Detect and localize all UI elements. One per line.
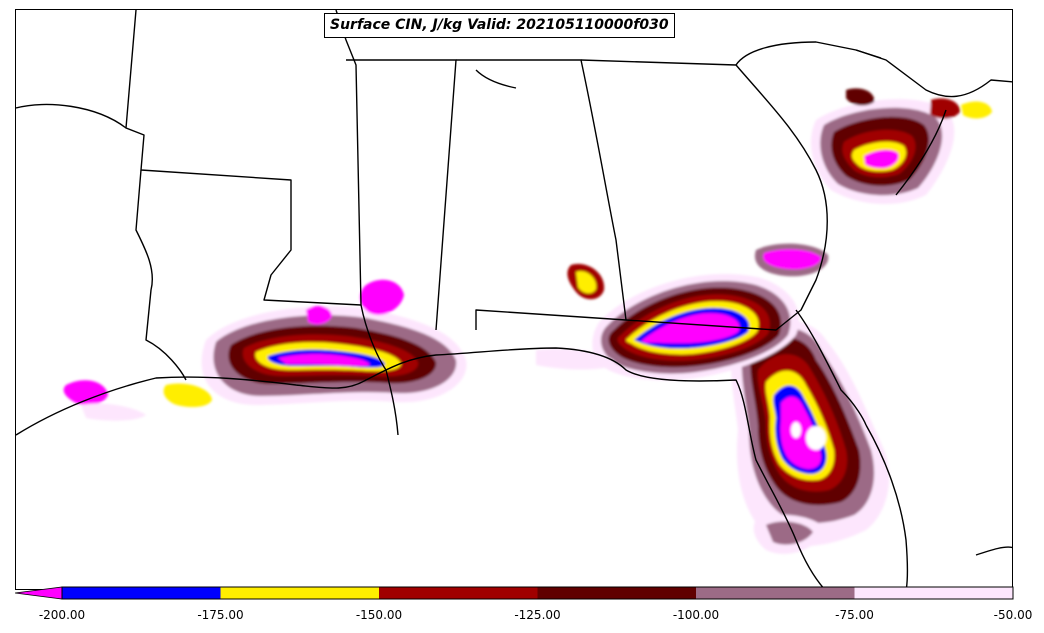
colorbar-tick-label: -100.00 — [672, 608, 720, 622]
map-title: Surface CIN, J/kg Valid: 202105110000f03… — [324, 13, 675, 38]
colorbar-outline — [61, 586, 1014, 600]
colorbar-tick-label: -75.00 — [835, 608, 874, 622]
cin-blob-carolina — [811, 99, 955, 205]
cin-field — [63, 88, 992, 554]
cin-map — [16, 10, 1012, 589]
colorbar-segment — [379, 587, 538, 599]
colorbar-extend-min-triangle — [15, 586, 63, 600]
colorbar-tick-label: -200.00 — [38, 608, 86, 622]
colorbar-tick-label: -125.00 — [514, 608, 561, 622]
map-plot-area — [15, 9, 1013, 590]
colorbar-tick-label: -175.00 — [197, 608, 244, 622]
colorbar-segment — [62, 587, 221, 599]
colorbar-segment — [220, 587, 380, 599]
cin-blob-panhandle — [592, 274, 800, 381]
colorbar-segment — [854, 587, 1014, 599]
colorbar — [15, 586, 1014, 600]
colorbar-segment — [537, 587, 697, 599]
colorbar-tick-label: -150.00 — [355, 608, 403, 622]
cin-blob-gulf-coast — [201, 306, 467, 405]
colorbar-segment — [696, 587, 855, 599]
colorbar-tick-label: -50.00 — [993, 608, 1033, 622]
state-boundaries — [16, 10, 1012, 589]
